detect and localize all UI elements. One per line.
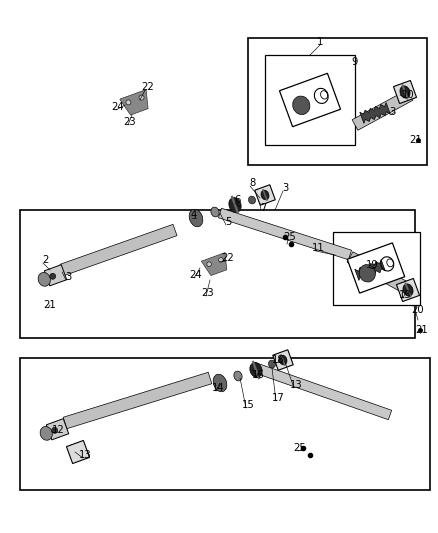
Polygon shape	[393, 80, 417, 103]
Polygon shape	[265, 55, 355, 145]
Polygon shape	[67, 440, 89, 464]
Ellipse shape	[279, 355, 287, 365]
Text: 23: 23	[201, 288, 214, 298]
Ellipse shape	[250, 362, 262, 377]
Polygon shape	[248, 38, 427, 165]
Circle shape	[126, 100, 131, 105]
Polygon shape	[352, 90, 413, 130]
Ellipse shape	[229, 198, 241, 213]
Polygon shape	[44, 265, 67, 286]
Text: 13: 13	[290, 380, 302, 390]
Text: 22: 22	[141, 82, 154, 92]
Ellipse shape	[189, 209, 203, 227]
Polygon shape	[255, 185, 275, 205]
Text: 7: 7	[260, 203, 266, 213]
Polygon shape	[360, 102, 390, 124]
Text: 20: 20	[412, 305, 424, 315]
Polygon shape	[201, 253, 227, 276]
Text: 13: 13	[399, 290, 411, 300]
Text: 1: 1	[317, 37, 323, 47]
Text: 3: 3	[389, 107, 395, 117]
Text: 21: 21	[44, 300, 57, 310]
Text: 10: 10	[402, 90, 414, 100]
Text: 19: 19	[366, 260, 378, 270]
Text: 12: 12	[52, 425, 64, 435]
Text: 6: 6	[234, 195, 240, 205]
Text: 4: 4	[191, 210, 197, 220]
Circle shape	[207, 262, 211, 266]
Polygon shape	[347, 252, 413, 295]
Ellipse shape	[38, 272, 50, 286]
Polygon shape	[251, 362, 392, 419]
Text: 21: 21	[410, 135, 422, 145]
Polygon shape	[63, 372, 212, 429]
Text: 16: 16	[251, 370, 265, 380]
Polygon shape	[60, 224, 177, 276]
Text: 22: 22	[222, 253, 234, 263]
Text: 2: 2	[42, 255, 48, 265]
Text: 17: 17	[272, 393, 284, 403]
Text: 25: 25	[284, 232, 297, 242]
Ellipse shape	[248, 196, 255, 204]
Polygon shape	[273, 350, 293, 370]
Ellipse shape	[213, 374, 227, 392]
Circle shape	[49, 273, 56, 279]
Polygon shape	[396, 278, 420, 302]
Text: 25: 25	[293, 443, 306, 453]
Polygon shape	[20, 358, 430, 490]
Text: 9: 9	[352, 57, 358, 67]
Text: 18: 18	[272, 355, 284, 365]
Text: 21: 21	[416, 325, 428, 335]
Text: 11: 11	[311, 243, 325, 253]
Polygon shape	[46, 418, 69, 440]
Text: 13: 13	[79, 450, 91, 460]
Ellipse shape	[293, 96, 310, 115]
Polygon shape	[355, 260, 385, 280]
Polygon shape	[279, 74, 340, 127]
Circle shape	[139, 95, 144, 100]
Polygon shape	[120, 90, 148, 115]
Text: 23: 23	[124, 117, 136, 127]
Circle shape	[219, 257, 223, 262]
Polygon shape	[333, 232, 420, 305]
Ellipse shape	[268, 360, 276, 368]
Ellipse shape	[359, 264, 375, 282]
Ellipse shape	[40, 426, 53, 440]
Polygon shape	[20, 210, 415, 338]
Text: 5: 5	[225, 217, 231, 227]
Ellipse shape	[261, 190, 269, 200]
Text: 24: 24	[190, 270, 202, 280]
Text: 14: 14	[212, 383, 224, 393]
Text: 3: 3	[65, 272, 71, 282]
Text: 24: 24	[112, 102, 124, 112]
Ellipse shape	[403, 284, 413, 296]
Text: 3: 3	[282, 183, 288, 193]
Ellipse shape	[400, 86, 410, 98]
Ellipse shape	[234, 371, 242, 381]
Text: 8: 8	[249, 178, 255, 188]
Ellipse shape	[211, 207, 219, 217]
Polygon shape	[347, 243, 405, 293]
Polygon shape	[219, 208, 352, 260]
Text: 15: 15	[242, 400, 254, 410]
Circle shape	[52, 427, 58, 433]
